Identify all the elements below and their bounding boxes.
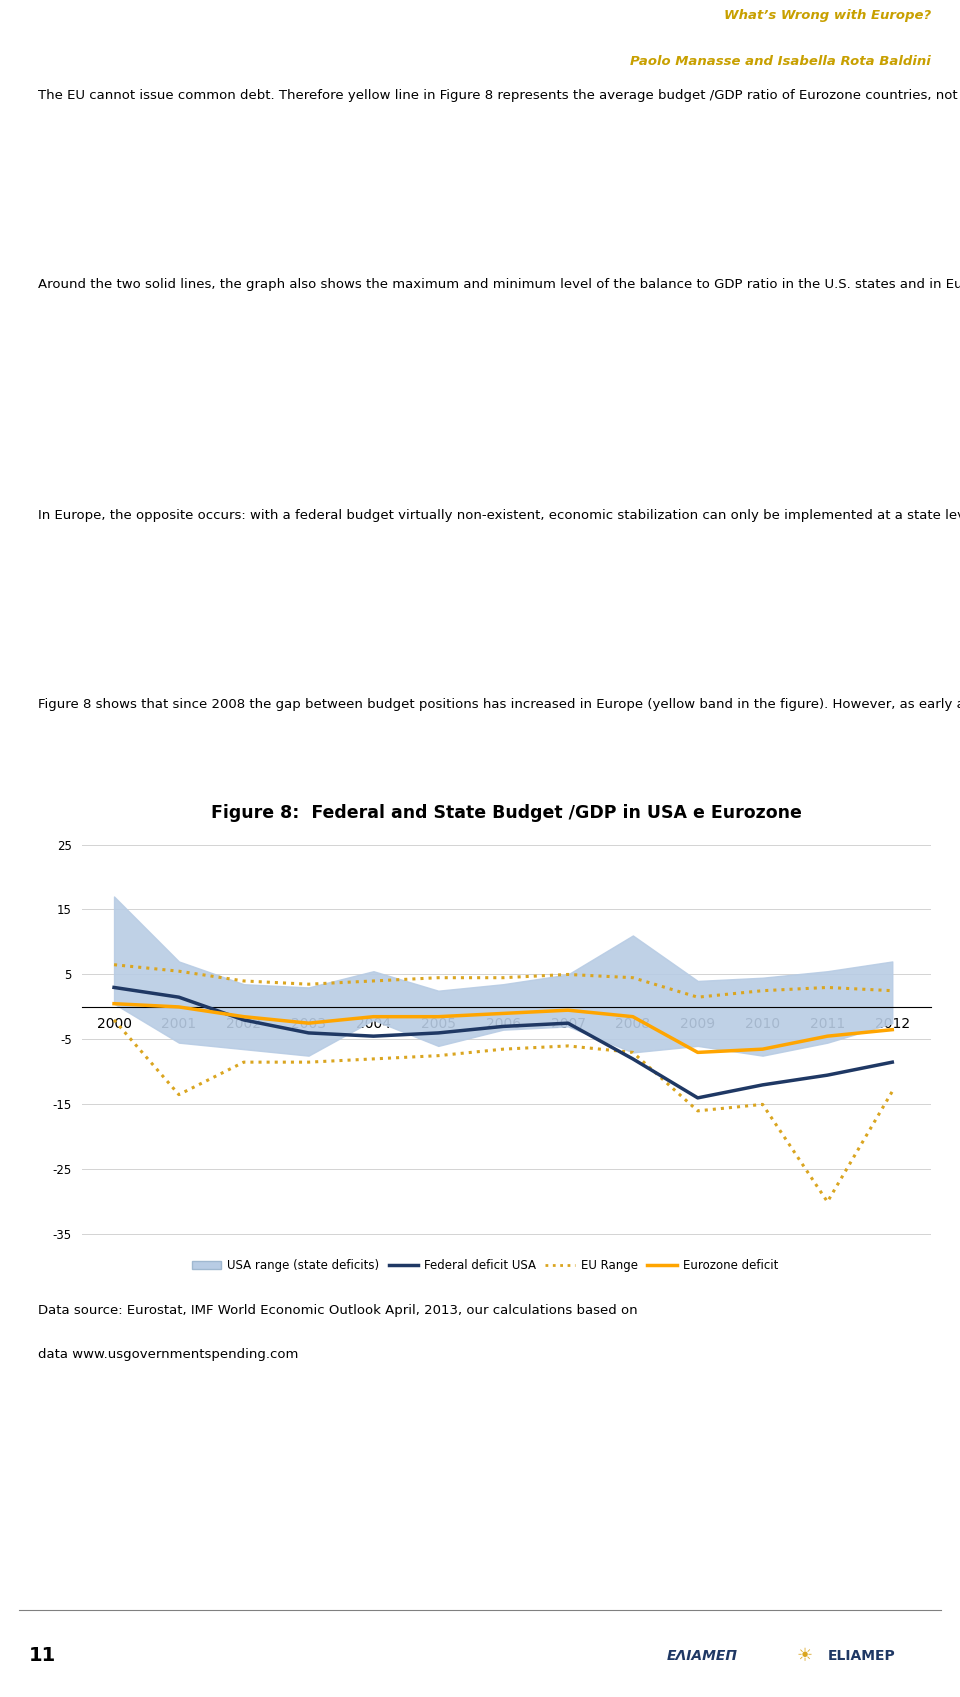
Text: Data source: Eurostat, IMF World Economic Outlook April, 2013, our calculations : Data source: Eurostat, IMF World Economi… xyxy=(38,1305,638,1317)
Text: Around the two solid lines, the graph also shows the maximum and minimum level o: Around the two solid lines, the graph al… xyxy=(38,278,960,290)
Text: ☀: ☀ xyxy=(797,1646,812,1665)
Text: Figure 8 shows that since 2008 the gap between budget positions has increased in: Figure 8 shows that since 2008 the gap b… xyxy=(38,697,960,711)
Text: The EU cannot issue common debt. Therefore yellow line in Figure 8 represents th: The EU cannot issue common debt. Therefo… xyxy=(38,88,960,102)
Text: data www.usgovernmentspending.com: data www.usgovernmentspending.com xyxy=(38,1347,299,1361)
Legend: USA range (state deficits), Federal deficit USA, EU Range, Eurozone deficit: USA range (state deficits), Federal defi… xyxy=(187,1254,782,1278)
Text: ELIAMEP: ELIAMEP xyxy=(828,1649,896,1663)
Title: Figure 8:  Federal and State Budget /GDP in USA e Eurozone: Figure 8: Federal and State Budget /GDP … xyxy=(211,804,802,821)
Text: What’s Wrong with Europe?: What’s Wrong with Europe? xyxy=(724,8,931,22)
Text: Paolo Manasse and Isabella Rota Baldini: Paolo Manasse and Isabella Rota Baldini xyxy=(631,54,931,68)
Text: In Europe, the opposite occurs: with a federal budget virtually non-existent, ec: In Europe, the opposite occurs: with a f… xyxy=(38,509,960,521)
Text: 11: 11 xyxy=(29,1646,56,1665)
Text: ΕΛΙΑΜΕΠ: ΕΛΙΑΜΕΠ xyxy=(667,1649,738,1663)
